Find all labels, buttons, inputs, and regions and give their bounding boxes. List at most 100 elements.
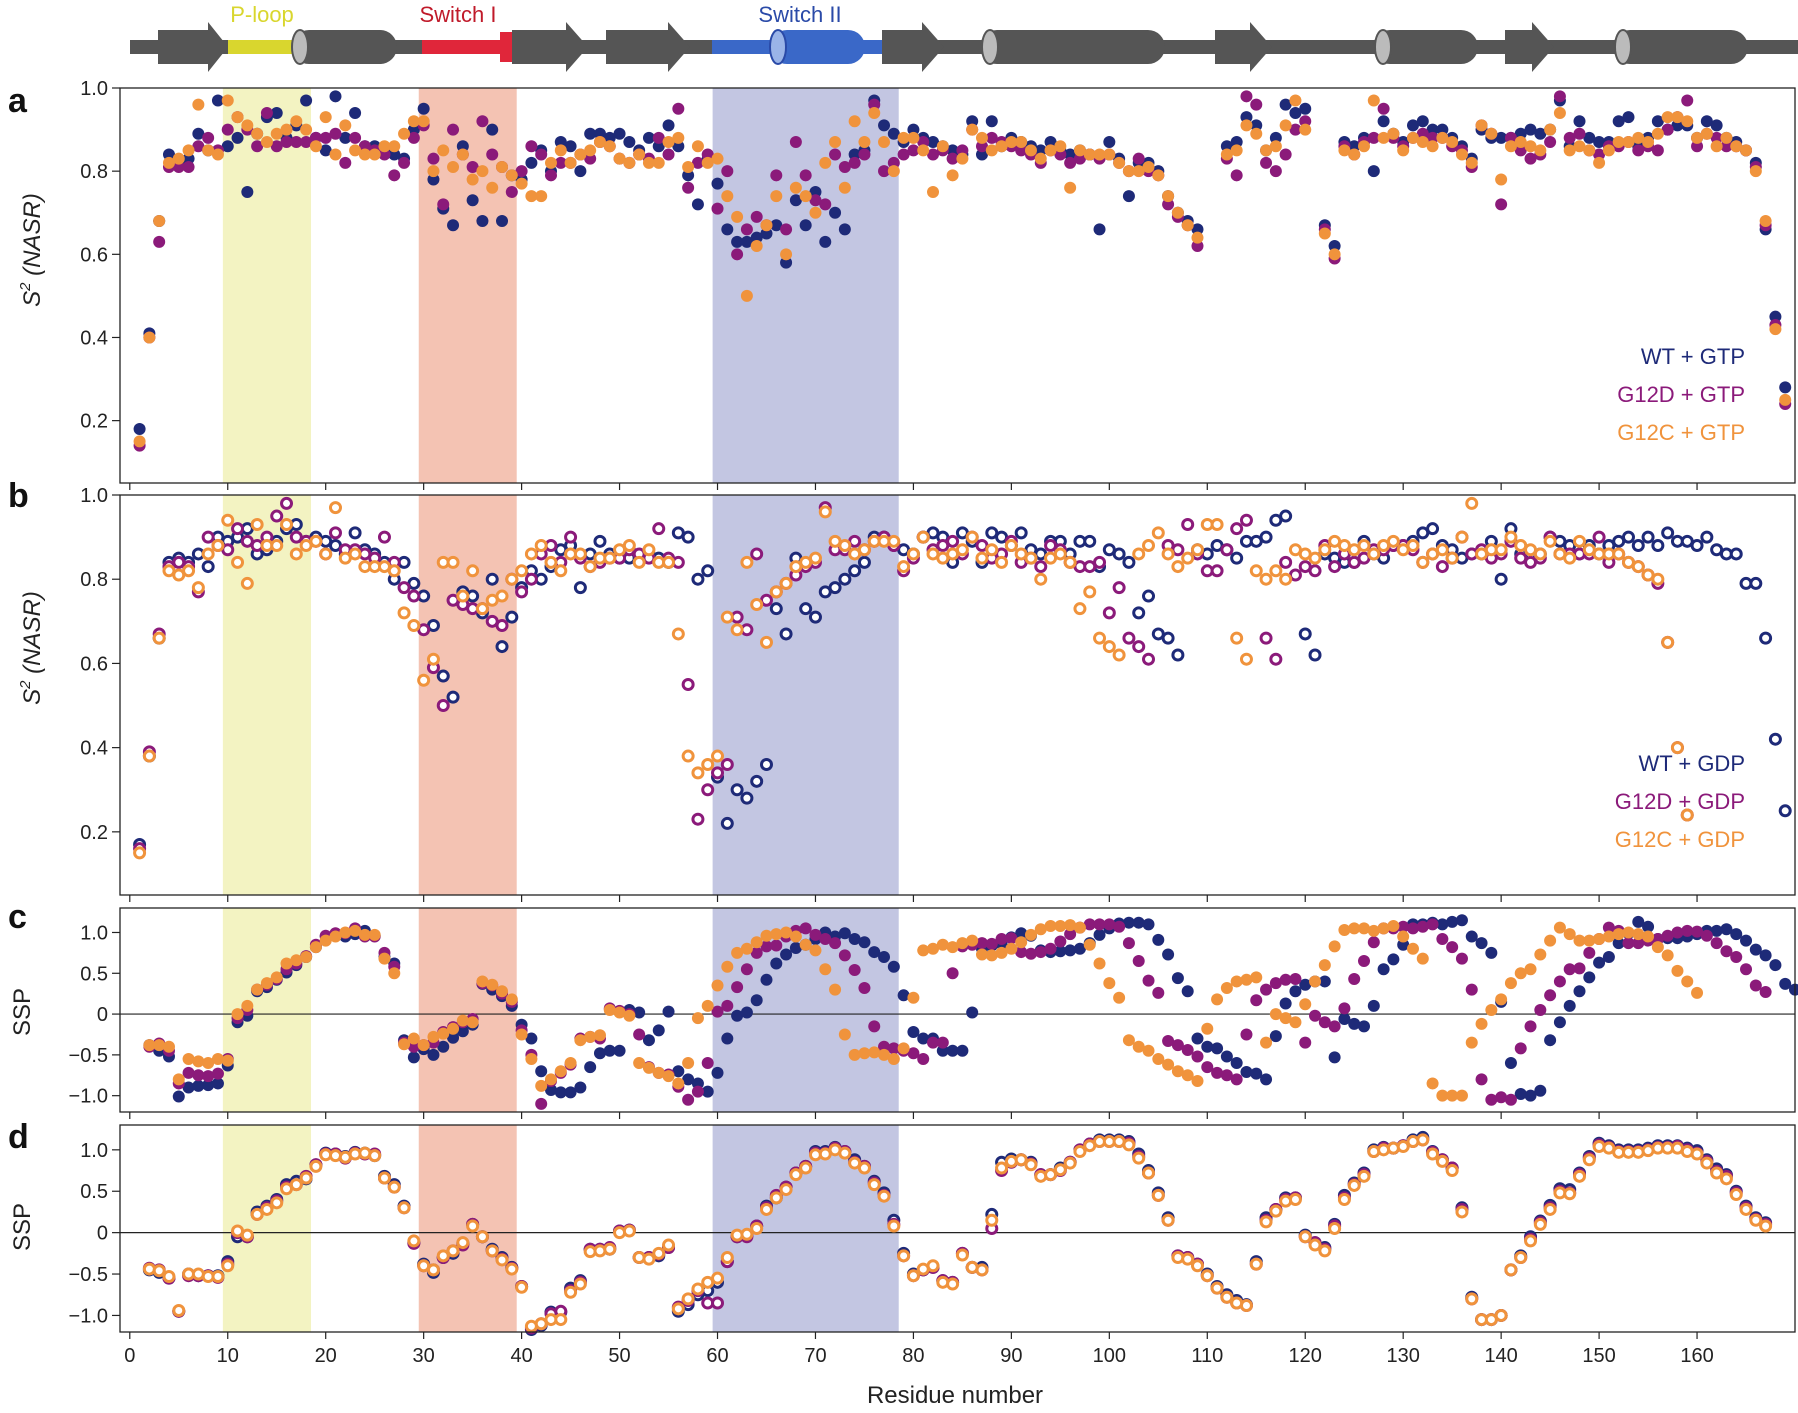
data-point — [1132, 547, 1146, 561]
data-point — [485, 1244, 499, 1258]
region-switch-ii — [712, 495, 899, 895]
data-point — [260, 1202, 274, 1216]
data-point — [731, 981, 744, 994]
data-point — [515, 177, 528, 190]
data-point — [770, 957, 783, 970]
data-point — [466, 1016, 479, 1029]
ploop-segment — [228, 40, 298, 54]
data-point — [603, 1044, 616, 1057]
data-point — [1210, 517, 1224, 531]
data-point — [1367, 1144, 1381, 1158]
data-point — [1445, 551, 1459, 565]
data-point — [838, 223, 851, 236]
data-point — [1651, 941, 1664, 954]
data-point — [966, 123, 979, 136]
data-point — [995, 946, 1008, 959]
data-point — [759, 635, 773, 649]
switch2-label: Switch II — [758, 2, 841, 27]
data-point — [1240, 90, 1253, 103]
data-point — [329, 148, 342, 161]
switch2-helix-cap — [769, 29, 787, 65]
data-point — [1132, 955, 1145, 968]
beta-strand-5 — [1215, 22, 1272, 72]
data-point — [799, 938, 812, 951]
xtick-label: 70 — [804, 1345, 826, 1367]
data-point — [1113, 991, 1126, 1004]
data-point — [887, 156, 900, 169]
data-point — [691, 198, 704, 211]
data-point — [927, 1036, 940, 1049]
data-point — [1083, 938, 1096, 951]
data-point — [1220, 1069, 1233, 1082]
ytick-label: 0.8 — [80, 161, 108, 183]
data-point — [231, 131, 244, 144]
panel-c: 1.0 0.5 0 −0.5 −1.0 — [69, 907, 1798, 1119]
data-point — [1710, 119, 1723, 132]
region-switch-i — [418, 495, 517, 895]
data-point — [162, 1040, 175, 1053]
data-point — [270, 127, 283, 140]
data-point — [1191, 240, 1204, 252]
data-point — [398, 156, 411, 169]
data-point — [789, 941, 802, 954]
data-point — [633, 1057, 646, 1070]
data-point — [731, 946, 744, 959]
data-point — [1661, 949, 1674, 962]
svg-text:S2 (NASR): S2 (NASR) — [17, 193, 46, 307]
data-point — [711, 749, 725, 763]
data-point — [1113, 156, 1126, 169]
data-point — [1073, 152, 1086, 165]
data-point — [603, 551, 617, 565]
data-point — [1729, 547, 1743, 561]
data-point — [515, 1280, 529, 1294]
data-point — [319, 934, 332, 947]
data-point — [1593, 136, 1606, 149]
data-point — [348, 526, 362, 540]
data-point — [1514, 1088, 1527, 1101]
data-point — [211, 1077, 224, 1090]
data-point — [1778, 804, 1792, 818]
data-point — [1553, 90, 1566, 103]
data-point — [819, 235, 832, 248]
data-point — [377, 530, 391, 544]
data-point — [1358, 140, 1371, 153]
data-point — [907, 131, 920, 144]
data-point — [642, 131, 655, 144]
data-point — [956, 937, 969, 950]
data-point — [554, 564, 568, 578]
data-point — [1358, 1020, 1371, 1033]
data-point — [1446, 915, 1459, 928]
data-point — [975, 937, 988, 950]
data-point — [1651, 572, 1665, 586]
data-point — [1436, 131, 1449, 144]
data-point — [1142, 161, 1155, 173]
data-point — [1279, 1012, 1292, 1025]
data-point — [917, 944, 930, 957]
data-point — [1475, 937, 1488, 950]
data-point — [1054, 919, 1067, 932]
data-point — [1298, 1230, 1312, 1244]
data-point — [1524, 1020, 1537, 1033]
data-point — [221, 94, 234, 107]
data-point — [1289, 123, 1302, 136]
data-point — [1220, 981, 1233, 994]
data-point — [436, 1249, 450, 1263]
ytick-label: 0.5 — [80, 1181, 108, 1203]
data-point — [1328, 1020, 1341, 1033]
data-point — [1779, 393, 1792, 406]
data-point — [427, 1048, 440, 1061]
data-point — [613, 1044, 626, 1057]
data-point — [985, 131, 998, 144]
data-point — [1789, 983, 1798, 996]
data-point — [838, 572, 852, 586]
data-point — [427, 152, 440, 165]
data-point — [290, 954, 303, 967]
data-point — [1112, 581, 1126, 595]
data-point — [1298, 627, 1312, 641]
data-point — [789, 930, 802, 943]
data-point — [584, 1061, 597, 1074]
data-point — [1044, 136, 1057, 149]
data-point — [956, 144, 969, 157]
data-point — [779, 627, 793, 641]
data-point — [1544, 989, 1557, 1002]
